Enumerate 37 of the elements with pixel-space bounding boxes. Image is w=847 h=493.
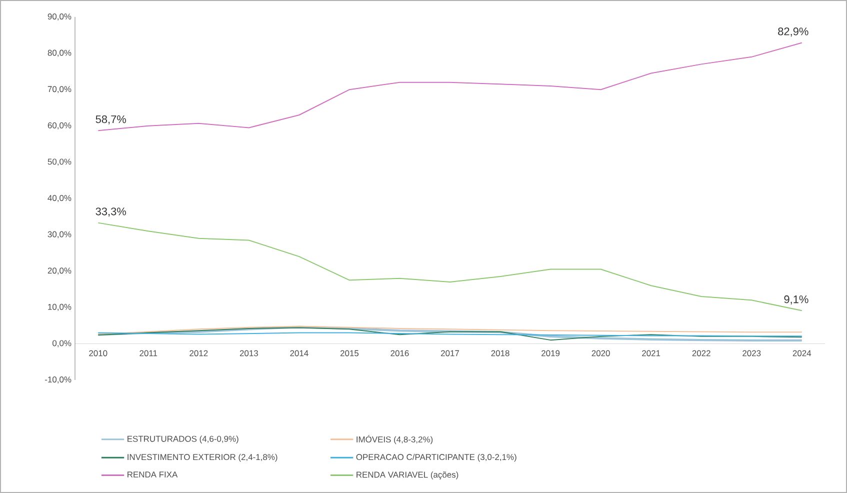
legend-label: ESTRUTURADOS (4,6-0,9%) bbox=[128, 436, 238, 444]
x-tick-label: 2015 bbox=[340, 350, 359, 356]
x-tick-label: 2021 bbox=[642, 350, 660, 356]
annotation: 9,1% bbox=[784, 295, 808, 304]
x-tick-label: 2013 bbox=[240, 350, 258, 356]
x-tick-label: 2023 bbox=[742, 350, 761, 356]
x-tick-label: 2018 bbox=[491, 350, 510, 356]
line-series bbox=[98, 42, 802, 132]
y-tick-label: 80,0% bbox=[48, 50, 72, 57]
y-tick-label: 70,0% bbox=[48, 86, 72, 94]
x-tick-label: 2020 bbox=[592, 350, 610, 356]
y-tick-label: 10,0% bbox=[48, 304, 72, 311]
annotation: 58,7% bbox=[96, 115, 126, 124]
legend-label: INVESTIMENTO EXTERIOR (2,4-1,8%) bbox=[128, 454, 278, 462]
x-tick-label: 2016 bbox=[390, 350, 409, 356]
legend-label: RENDA FIXA bbox=[128, 472, 178, 478]
y-tick-label: 30,0% bbox=[48, 231, 72, 238]
legend-label: RENDA VARIAVEL (ações) bbox=[356, 471, 458, 480]
annotation: 82,9% bbox=[778, 28, 808, 37]
x-tick-label: 2019 bbox=[542, 350, 560, 356]
x-tick-label: 2011 bbox=[140, 350, 158, 356]
x-tick-label: 2012 bbox=[190, 350, 208, 356]
x-tick-label: 2010 bbox=[89, 350, 108, 356]
x-tick-label: 2024 bbox=[792, 350, 812, 356]
x-tick-label: 2017 bbox=[441, 350, 459, 356]
legend-label: OPERACAO C/PARTICIPANTE (3,0-2,1%) bbox=[356, 454, 516, 462]
y-tick-label: 90,0% bbox=[48, 14, 72, 20]
legend-label: IMÓVEIS (4,8-3,2%) bbox=[356, 435, 433, 444]
y-tick-label: 0,0% bbox=[52, 340, 72, 348]
x-tick-label: 2014 bbox=[290, 350, 308, 356]
y-tick-label: 60,0% bbox=[48, 122, 72, 130]
y-tick-label: -10,0% bbox=[45, 376, 72, 384]
y-tick-label: 50,0% bbox=[48, 158, 72, 166]
x-tick-label: 2022 bbox=[692, 350, 710, 356]
y-tick-label: 20,0% bbox=[48, 268, 72, 275]
annotation: 33,3% bbox=[96, 208, 126, 217]
y-tick-label: 40,0% bbox=[48, 195, 72, 202]
